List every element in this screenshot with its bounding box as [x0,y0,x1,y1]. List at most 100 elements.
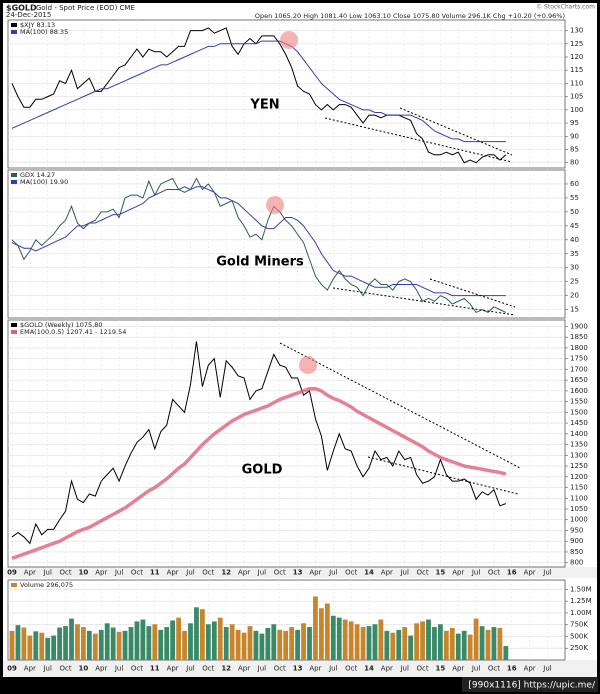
y-tick-label: 1150 [570,484,588,492]
volume-bar [449,628,455,660]
y-tick-label: 105 [570,93,583,101]
volume-bar [307,627,312,660]
x-tick-label: Apr [524,569,536,577]
x-tick-label: 13 [293,569,303,577]
volume-bar [63,626,68,660]
volume-bar [402,627,408,660]
y-tick-label: 30 [570,264,579,272]
legend-swatch [11,23,17,27]
y-tick-label: 1500 [570,408,588,416]
volume-bar [194,607,199,660]
y-tick-label: 35 [570,250,579,258]
y-tick-label: 95 [570,119,579,127]
y-tick-label: 130 [570,27,583,35]
x-tick-label: Apr [309,569,321,577]
volume-bar [259,633,265,660]
y-tick-label: 55 [570,194,579,202]
volume-bar [134,621,140,660]
description: Gold - Spot Price (EOD) CME [36,4,135,12]
volume-bar [348,621,354,660]
volume-bar [116,631,122,660]
trendline [324,117,513,163]
x-tick-label: Apr [524,665,536,673]
volume-bar [205,624,211,660]
annotation: GOLD [242,463,283,478]
x-tick-label: Jul [42,569,52,577]
volume-bar [92,633,98,660]
volume-bar [372,624,378,660]
legend-swatch [11,180,17,184]
y-tick-label: 1050 [570,505,588,513]
series-line [11,386,507,561]
trendline [332,287,516,316]
x-tick-label: Jul [114,569,124,577]
volume-bar [443,630,449,660]
y-tick-label: 115 [570,66,583,74]
volume-bar [491,627,497,660]
x-tick-label: Oct [59,665,71,673]
watermark: [990x1116] https://upic.me/ [468,681,596,691]
volume-bar [396,629,402,660]
y-tick-label: 125 [570,40,583,48]
volume-bar [253,630,259,660]
x-tick-label: Apr [238,665,250,673]
volume-bar [283,630,289,660]
volume-bar [241,632,247,660]
y-tick-label: 800 [570,559,583,567]
volume-bar [146,626,152,660]
x-tick-label: Jul [399,569,409,577]
volume-bar [438,624,443,660]
series-line [11,186,506,297]
volume-bar [176,617,181,660]
legend-label: $GOLD (Weekly) 1075.80 [20,321,102,329]
x-tick-label: Apr [452,569,464,577]
legend-swatch [11,173,17,177]
y-tick-label: 110 [570,79,583,87]
x-tick-label: Oct [416,569,428,577]
volume-bar [9,630,15,660]
volume-bar [182,630,187,660]
y-tick-label: 1.25M [570,597,592,605]
symbol: $GOLD [6,4,37,13]
x-tick-label: Apr [381,569,393,577]
x-tick-label: Oct [488,569,500,577]
volume-bar [289,627,295,660]
x-tick-label: Apr [238,569,250,577]
x-tick-label: Apr [24,569,36,577]
y-tick-label: 1200 [570,473,588,481]
x-tick-label: Apr [167,665,179,673]
volume-bar [211,621,217,660]
volume-bar [217,617,223,660]
x-tick-label: Apr [309,665,321,673]
legend-label: Volume 296,075 [20,581,73,589]
x-tick-label: Oct [59,569,71,577]
x-tick-label: 16 [507,665,517,673]
highlight-circle [299,356,317,374]
panel [7,319,566,568]
volume-bar [319,608,324,660]
x-tick-label: Jul [471,665,481,673]
volume-bar [408,635,414,660]
highlight-circle [280,31,298,49]
legend-swatch [11,323,17,327]
volume-bar [366,626,372,660]
legend-label: $XJY 83.13 [20,21,55,29]
volume-bar [188,623,193,660]
volume-bar [33,631,39,660]
legend-label: GDX 14.27 [20,171,55,179]
x-tick-label: 16 [507,569,517,577]
volume-bar [473,618,479,660]
volume-bar [235,629,241,660]
volume-bar [324,603,330,660]
x-tick-label: Oct [345,665,357,673]
x-tick-label: Oct [488,665,500,673]
legend-swatch [11,330,17,334]
volume-bar [152,624,158,660]
x-tick-label: Apr [95,569,107,577]
volume-bar [45,637,51,660]
trendline [367,456,519,495]
x-tick-label: Jul [257,569,267,577]
x-tick-label: Oct [131,569,143,577]
y-tick-label: 1300 [570,451,588,459]
volume-bar [378,619,384,660]
